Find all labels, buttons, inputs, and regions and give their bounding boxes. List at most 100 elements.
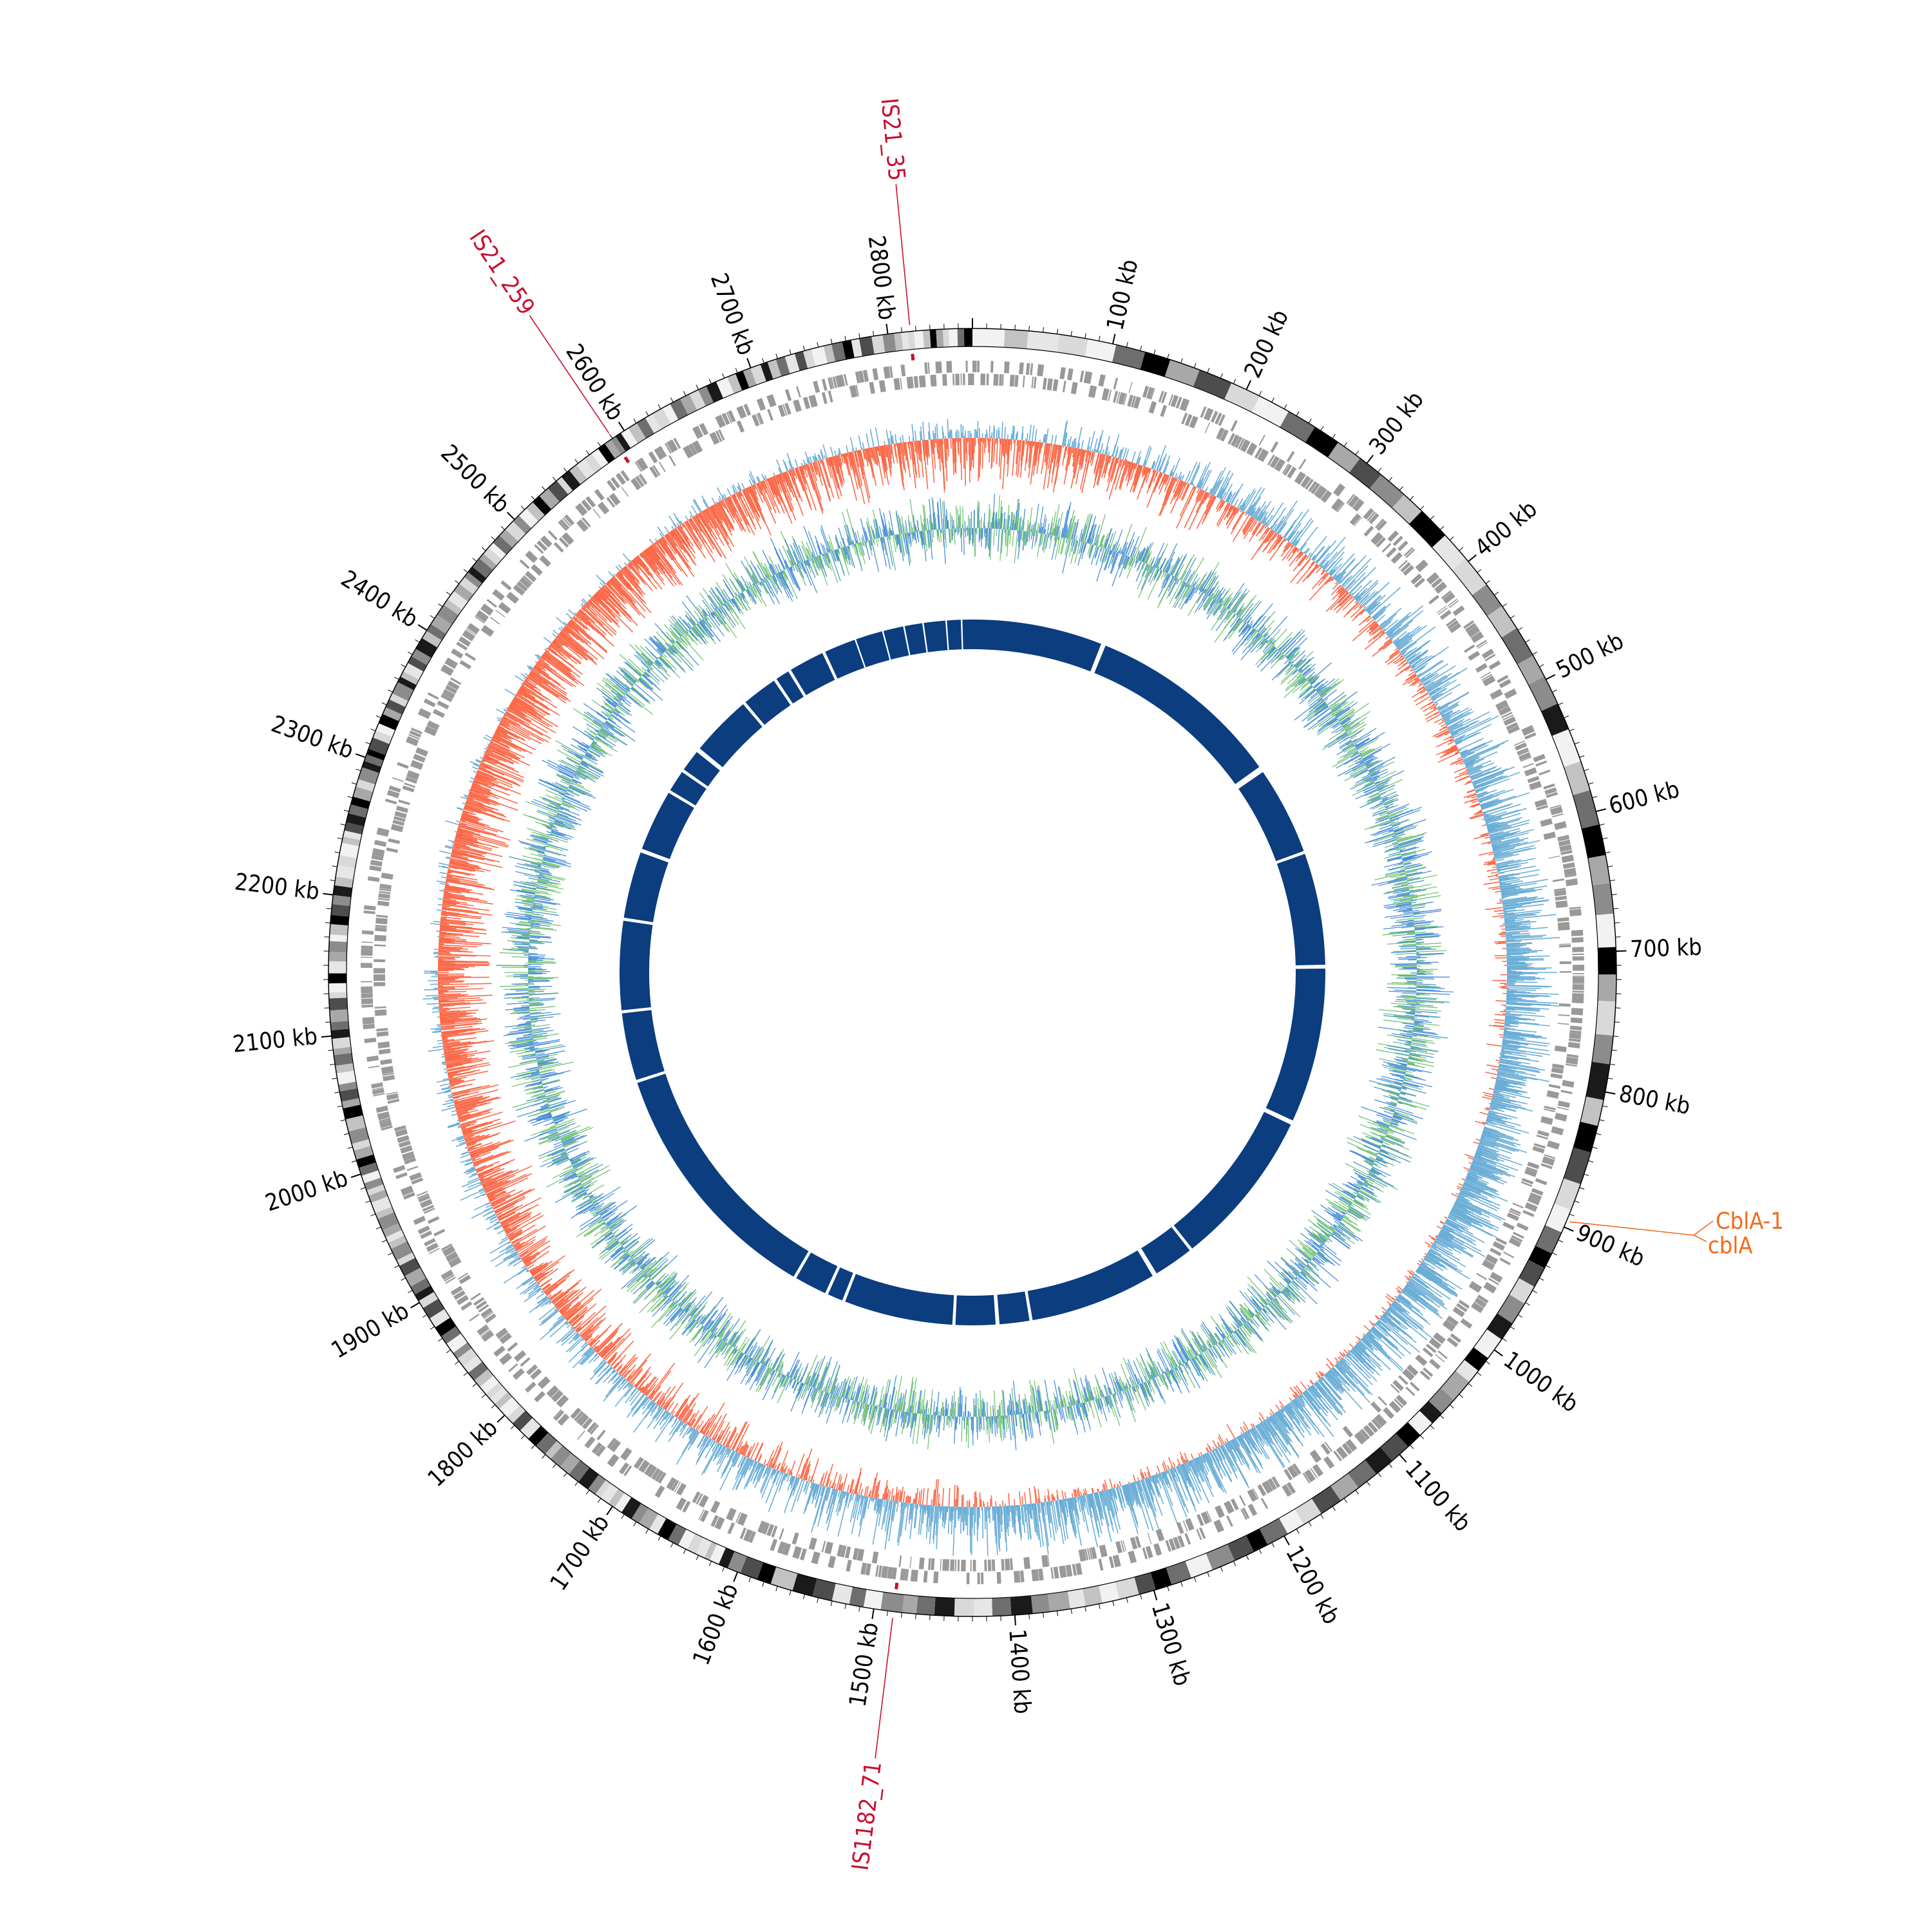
minor-tick [1070,330,1072,336]
gc-skew-bar [992,1506,994,1521]
gene-reverse [1502,1222,1515,1231]
gene-reverse [1524,1168,1537,1177]
gene-forward [1065,1564,1071,1577]
minor-tick [332,866,337,867]
gc-skew-bar [1437,692,1469,711]
gc-skew-bar [1445,746,1458,753]
gc-skew-bar [1293,540,1298,545]
minor-tick [334,851,340,853]
ideogram-band [483,547,502,565]
gc-skew-bar [1488,1103,1491,1104]
gene-reverse [450,677,462,685]
ideogram-band [907,331,916,350]
minor-tick [330,880,336,882]
gc-skew-bar [1300,547,1303,551]
minor-tick [1043,327,1044,333]
gene-reverse [1287,466,1297,479]
major-tick [886,323,889,334]
gene-reverse [1560,971,1572,973]
gene-reverse [1522,762,1534,768]
gene-forward [1352,498,1365,512]
gene-reverse [987,1559,992,1571]
minor-tick [621,1513,625,1519]
gc-skew-bar [1230,511,1245,535]
gc-skew-bar [1435,1236,1437,1238]
gene-forward [371,855,384,861]
ideogram-band [1464,1347,1488,1371]
ideogram-band [339,1088,359,1102]
gc-skew-bar [1204,489,1207,492]
ideogram-band [520,1417,541,1439]
gc-skew-bar [1486,1043,1502,1047]
gc-skew-bar [1418,1260,1422,1263]
gc-skew-bar [1358,592,1371,604]
gc-skew-bar [1028,441,1032,468]
gene-forward [379,1117,391,1122]
gc-skew-bar [1251,529,1273,560]
gc-skew-bar [915,1488,918,1504]
ideogram-band [426,623,446,641]
gc-skew-bar [1375,623,1379,627]
gc-skew-bar [1102,449,1104,455]
minor-tick [708,379,712,384]
gene-reverse [484,1313,497,1323]
gene-reverse [1506,722,1519,730]
gc-skew-bar [1293,547,1297,553]
gene-reverse [395,1128,408,1137]
gene-reverse [1009,374,1015,387]
gene-forward [525,1381,536,1393]
ideogram-band [1245,1528,1268,1552]
gc-skew-bar [1336,586,1343,594]
gc-skew-bar [1428,701,1434,706]
gene-forward [1572,990,1584,993]
gene-forward [1383,1406,1395,1419]
gene-reverse [1456,1303,1468,1312]
gc-skew-bar [1505,1009,1516,1011]
gc-skew-bar [1028,440,1032,462]
gene-forward [673,437,681,450]
gene-reverse [857,1548,865,1562]
gc-skew-bar [1336,571,1347,582]
gc-skew-bar [1043,443,1051,490]
gene-forward [726,412,732,423]
gc-skew-bar [1292,518,1312,545]
gene-forward [372,1087,384,1090]
gene-forward [1333,483,1345,497]
gene-forward [1463,620,1475,629]
gc-skew-bar [1215,499,1222,510]
gc-skew-bar [1126,459,1128,461]
minor-tick [574,459,579,464]
gc-skew-bar [1334,558,1356,580]
major-tick [1283,1535,1290,1546]
gc-skew-bar [1176,481,1186,501]
minor-tick [1399,486,1403,491]
major-tick [1546,674,1556,680]
gene-forward [1146,386,1154,399]
gc-skew-bar [1447,718,1465,728]
gene-forward [361,998,374,1005]
gene-reverse [1131,395,1137,408]
gc-skew-bar [1370,624,1379,632]
gene-reverse [1553,887,1566,891]
gene-reverse [658,1472,667,1484]
gene-forward [1298,459,1307,470]
gc-skew-bar [1068,447,1073,466]
gc-skew-bar [1339,1351,1345,1358]
gc-skew-bar [1439,710,1446,714]
gene-reverse [692,1491,701,1504]
gene-forward [1551,1126,1564,1135]
gc-skew-bar [1401,641,1417,654]
gc-skew-bar [1233,499,1239,507]
gc-skew-bar [1213,496,1216,500]
gc-skew-bar [942,1488,944,1506]
gene-forward [395,1172,408,1179]
gene-reverse [377,1041,390,1049]
ideogram-band [397,676,417,690]
gc-skew-bar [1379,628,1383,630]
gc-skew-bar [1443,711,1457,719]
gene-forward [1112,1555,1121,1567]
ideogram-band [556,477,573,495]
gc-skew-bar [1153,471,1159,483]
gene-reverse [767,409,773,421]
gene-forward [1397,540,1408,551]
